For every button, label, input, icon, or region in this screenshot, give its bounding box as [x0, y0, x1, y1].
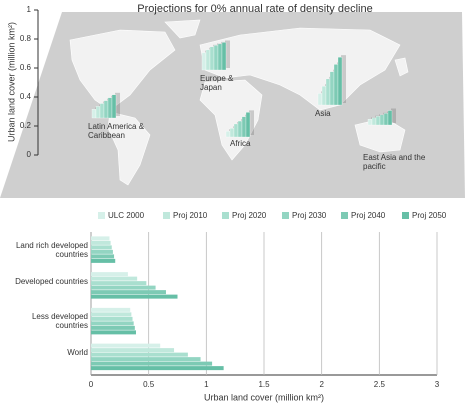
bar — [321, 86, 327, 106]
y-axis-label: Urban land cover (million km²) — [6, 22, 16, 142]
bar — [337, 57, 343, 106]
bar — [317, 93, 323, 106]
bar — [225, 131, 231, 138]
legend-label: Proj 2040 — [351, 211, 386, 220]
bar — [91, 272, 128, 277]
bar — [229, 128, 235, 138]
bar — [375, 116, 381, 126]
chart-title: Projections for 0% annual rate of densit… — [137, 3, 372, 15]
x-axis-label: Urban land cover (million km²) — [204, 392, 324, 402]
bar — [91, 330, 136, 335]
y-tick-label: 0.8 — [20, 34, 32, 43]
bar — [91, 290, 166, 295]
bar — [91, 236, 110, 241]
bar — [245, 112, 251, 138]
bar — [91, 366, 224, 371]
bar — [209, 46, 215, 71]
bar — [107, 97, 113, 119]
bar — [91, 307, 131, 312]
bar-shadow — [115, 92, 120, 116]
region-label: Latin America & Caribbean — [88, 122, 145, 140]
bar — [371, 117, 377, 126]
y-tick-label: 0.6 — [20, 63, 32, 72]
region-label: Asia — [315, 109, 331, 118]
bar — [91, 276, 138, 281]
y-tick-label: Less developed countries — [31, 312, 88, 331]
bar — [91, 245, 112, 250]
x-tick-label: 1.5 — [258, 380, 270, 389]
y-tick-label: 0.2 — [20, 121, 32, 130]
bar — [91, 294, 178, 299]
legend-swatch — [222, 212, 229, 219]
bar — [205, 49, 211, 71]
bar-shadow — [391, 108, 396, 123]
x-tick-label: 0 — [89, 380, 94, 389]
y-tick-label: 0.4 — [20, 92, 32, 101]
bar — [95, 106, 101, 119]
bar — [99, 103, 105, 119]
bar — [91, 361, 213, 366]
bar — [329, 71, 335, 106]
bar — [91, 258, 116, 263]
legend-label: Proj 2050 — [412, 211, 447, 220]
bar — [91, 343, 161, 348]
bar — [91, 109, 97, 119]
x-tick-label: 2 — [319, 380, 324, 389]
bar — [241, 116, 247, 138]
bar — [111, 94, 117, 119]
bar — [217, 43, 223, 71]
legend-swatch — [98, 212, 105, 219]
legend-label: ULC 2000 — [108, 211, 145, 220]
legend-label: Proj 2030 — [292, 211, 327, 220]
region-label: Africa — [230, 139, 251, 148]
bar — [91, 254, 115, 259]
x-tick-label: 3 — [435, 380, 440, 389]
bar — [91, 285, 156, 290]
bar-shadow — [249, 110, 254, 135]
legend-label: Proj 2010 — [173, 211, 208, 220]
bar — [221, 42, 227, 71]
bar — [91, 348, 175, 353]
legend-swatch — [402, 212, 409, 219]
legend-swatch — [163, 212, 170, 219]
bar — [91, 352, 188, 357]
region-label: East Asia and the pacific — [363, 153, 426, 171]
bar — [91, 316, 133, 321]
bar — [91, 357, 201, 362]
y-tick-label: Developed countries — [15, 276, 88, 286]
continents — [69, 19, 409, 186]
bar-shadow — [341, 55, 346, 103]
bar — [103, 100, 109, 119]
bar — [325, 78, 331, 106]
bar — [383, 113, 389, 126]
legend-swatch — [282, 212, 289, 219]
y-tick-label: Land rich developed countries — [15, 240, 88, 259]
x-tick-label: 2.5 — [374, 380, 386, 389]
bar — [91, 325, 135, 330]
y-tick-label: World — [67, 348, 88, 358]
region-label: Europe & Japan — [200, 74, 234, 92]
bar — [333, 64, 339, 106]
bar — [367, 119, 373, 126]
bar — [387, 110, 393, 126]
bar — [91, 240, 111, 245]
legend-label: Proj 2020 — [232, 211, 267, 220]
bar — [201, 52, 207, 71]
bar — [379, 114, 385, 126]
bar — [213, 45, 219, 71]
bar — [237, 120, 243, 138]
y-tick-label: 0 — [27, 150, 32, 159]
bar-shadow — [225, 40, 230, 68]
legend-swatch — [341, 212, 348, 219]
y-tick-label: 1 — [27, 5, 32, 14]
bar — [91, 249, 113, 254]
x-tick-label: 0.5 — [143, 380, 155, 389]
bar — [91, 281, 147, 286]
bar — [91, 321, 134, 326]
bar — [233, 123, 239, 138]
x-tick-label: 1 — [204, 380, 209, 389]
bar — [91, 312, 132, 317]
